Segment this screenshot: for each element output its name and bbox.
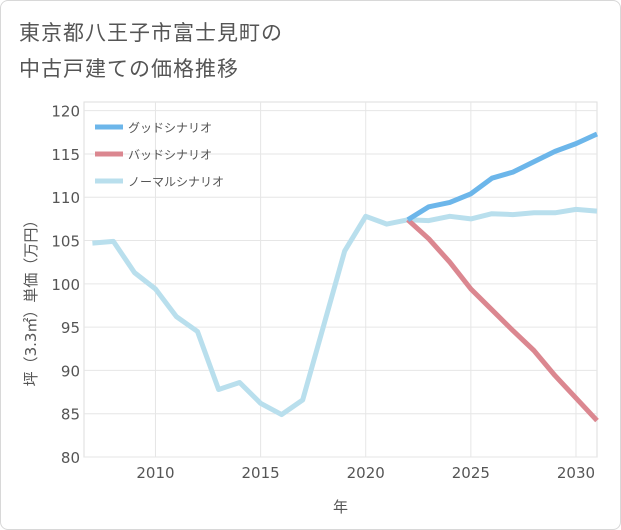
chart-title-line-1: 東京都八王子市富士見町の	[19, 21, 283, 45]
y-tick-label: 90	[61, 362, 80, 380]
chart-title-line-2: 中古戸建ての価格推移	[19, 57, 239, 81]
x-tick-label: 2010	[136, 464, 174, 482]
y-tick-label: 85	[61, 406, 80, 424]
x-tick-label: 2025	[452, 464, 490, 482]
y-tick-label: 95	[61, 319, 80, 337]
legend-label: ノーマルシナリオ	[128, 175, 224, 189]
x-tick-label: 2020	[347, 464, 385, 482]
x-tick-label: 2015	[242, 464, 280, 482]
series-lines	[92, 131, 599, 423]
y-tick-label: 100	[51, 276, 80, 294]
legend-label: グッドシナリオ	[128, 121, 212, 135]
y-tick-label: 120	[51, 103, 80, 121]
x-tick-label: 2030	[557, 464, 595, 482]
x-tick-labels: 2010 2015 2020 2025 2030	[136, 464, 595, 482]
y-tick-label: 80	[61, 449, 80, 467]
chart-title: 東京都八王子市富士見町の 中古戸建ての価格推移	[19, 15, 283, 87]
x-axis-title: 年	[333, 498, 348, 516]
series-line-0	[406, 131, 599, 222]
legend-label: バッドシナリオ	[128, 148, 212, 162]
y-tick-label: 105	[51, 233, 80, 251]
y-tick-labels: 80 85 90 95 100 105 110 115 120	[51, 103, 80, 467]
y-tick-label: 110	[51, 189, 80, 207]
series-line-1	[406, 217, 599, 423]
y-axis-title: 坪（3.3㎡）単価（万円）	[22, 213, 40, 387]
grid	[83, 101, 598, 458]
series-line-2	[92, 206, 598, 418]
y-tick-label: 115	[51, 146, 80, 164]
